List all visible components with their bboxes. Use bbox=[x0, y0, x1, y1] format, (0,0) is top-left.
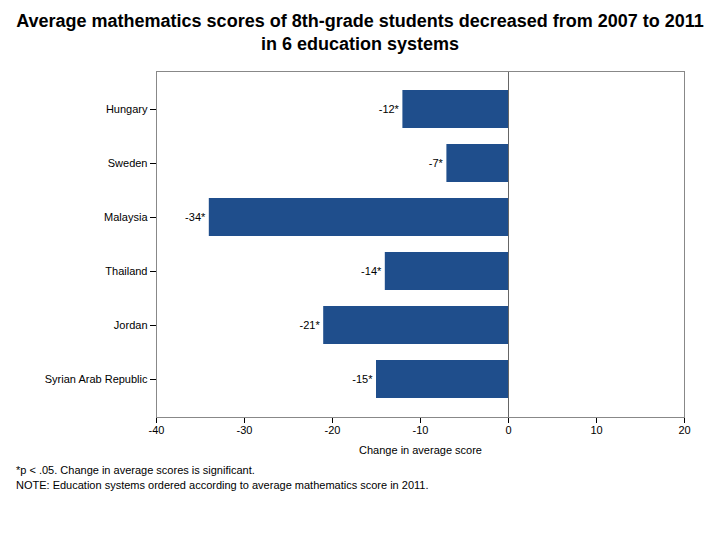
svg-text:10: 10 bbox=[590, 424, 602, 436]
svg-text:-15*: -15* bbox=[352, 373, 373, 385]
svg-text:Malaysia: Malaysia bbox=[104, 211, 148, 223]
svg-text:Thailand: Thailand bbox=[105, 265, 147, 277]
svg-text:-14*: -14* bbox=[361, 265, 382, 277]
svg-text:Jordan: Jordan bbox=[114, 319, 148, 331]
svg-text:-40: -40 bbox=[149, 424, 165, 436]
svg-text:-12*: -12* bbox=[379, 103, 400, 115]
svg-text:-30: -30 bbox=[237, 424, 253, 436]
svg-text:Hungary: Hungary bbox=[106, 103, 148, 115]
svg-text:20: 20 bbox=[678, 424, 690, 436]
svg-text:-21*: -21* bbox=[300, 319, 321, 331]
svg-text:-34*: -34* bbox=[185, 211, 206, 223]
html-text:*p < .05. Change in average sc: *p < .05. Change in average scores is si… bbox=[16, 464, 255, 476]
svg-text:-7*: -7* bbox=[429, 157, 444, 169]
svg-text:Syrian Arab Republic: Syrian Arab Republic bbox=[45, 373, 148, 385]
html-text:Average mathematics scores of: Average mathematics scores of 8th-grade … bbox=[16, 11, 704, 54]
html-text:NOTE: Education systems ordere: NOTE: Education systems ordered accordin… bbox=[16, 479, 429, 492]
svg-text:0: 0 bbox=[505, 424, 511, 436]
svg-text:-10: -10 bbox=[413, 424, 429, 436]
svg-text:-20: -20 bbox=[325, 424, 341, 436]
svg-text:Change in average score: Change in average score bbox=[359, 444, 482, 456]
svg-text:Sweden: Sweden bbox=[108, 157, 148, 169]
